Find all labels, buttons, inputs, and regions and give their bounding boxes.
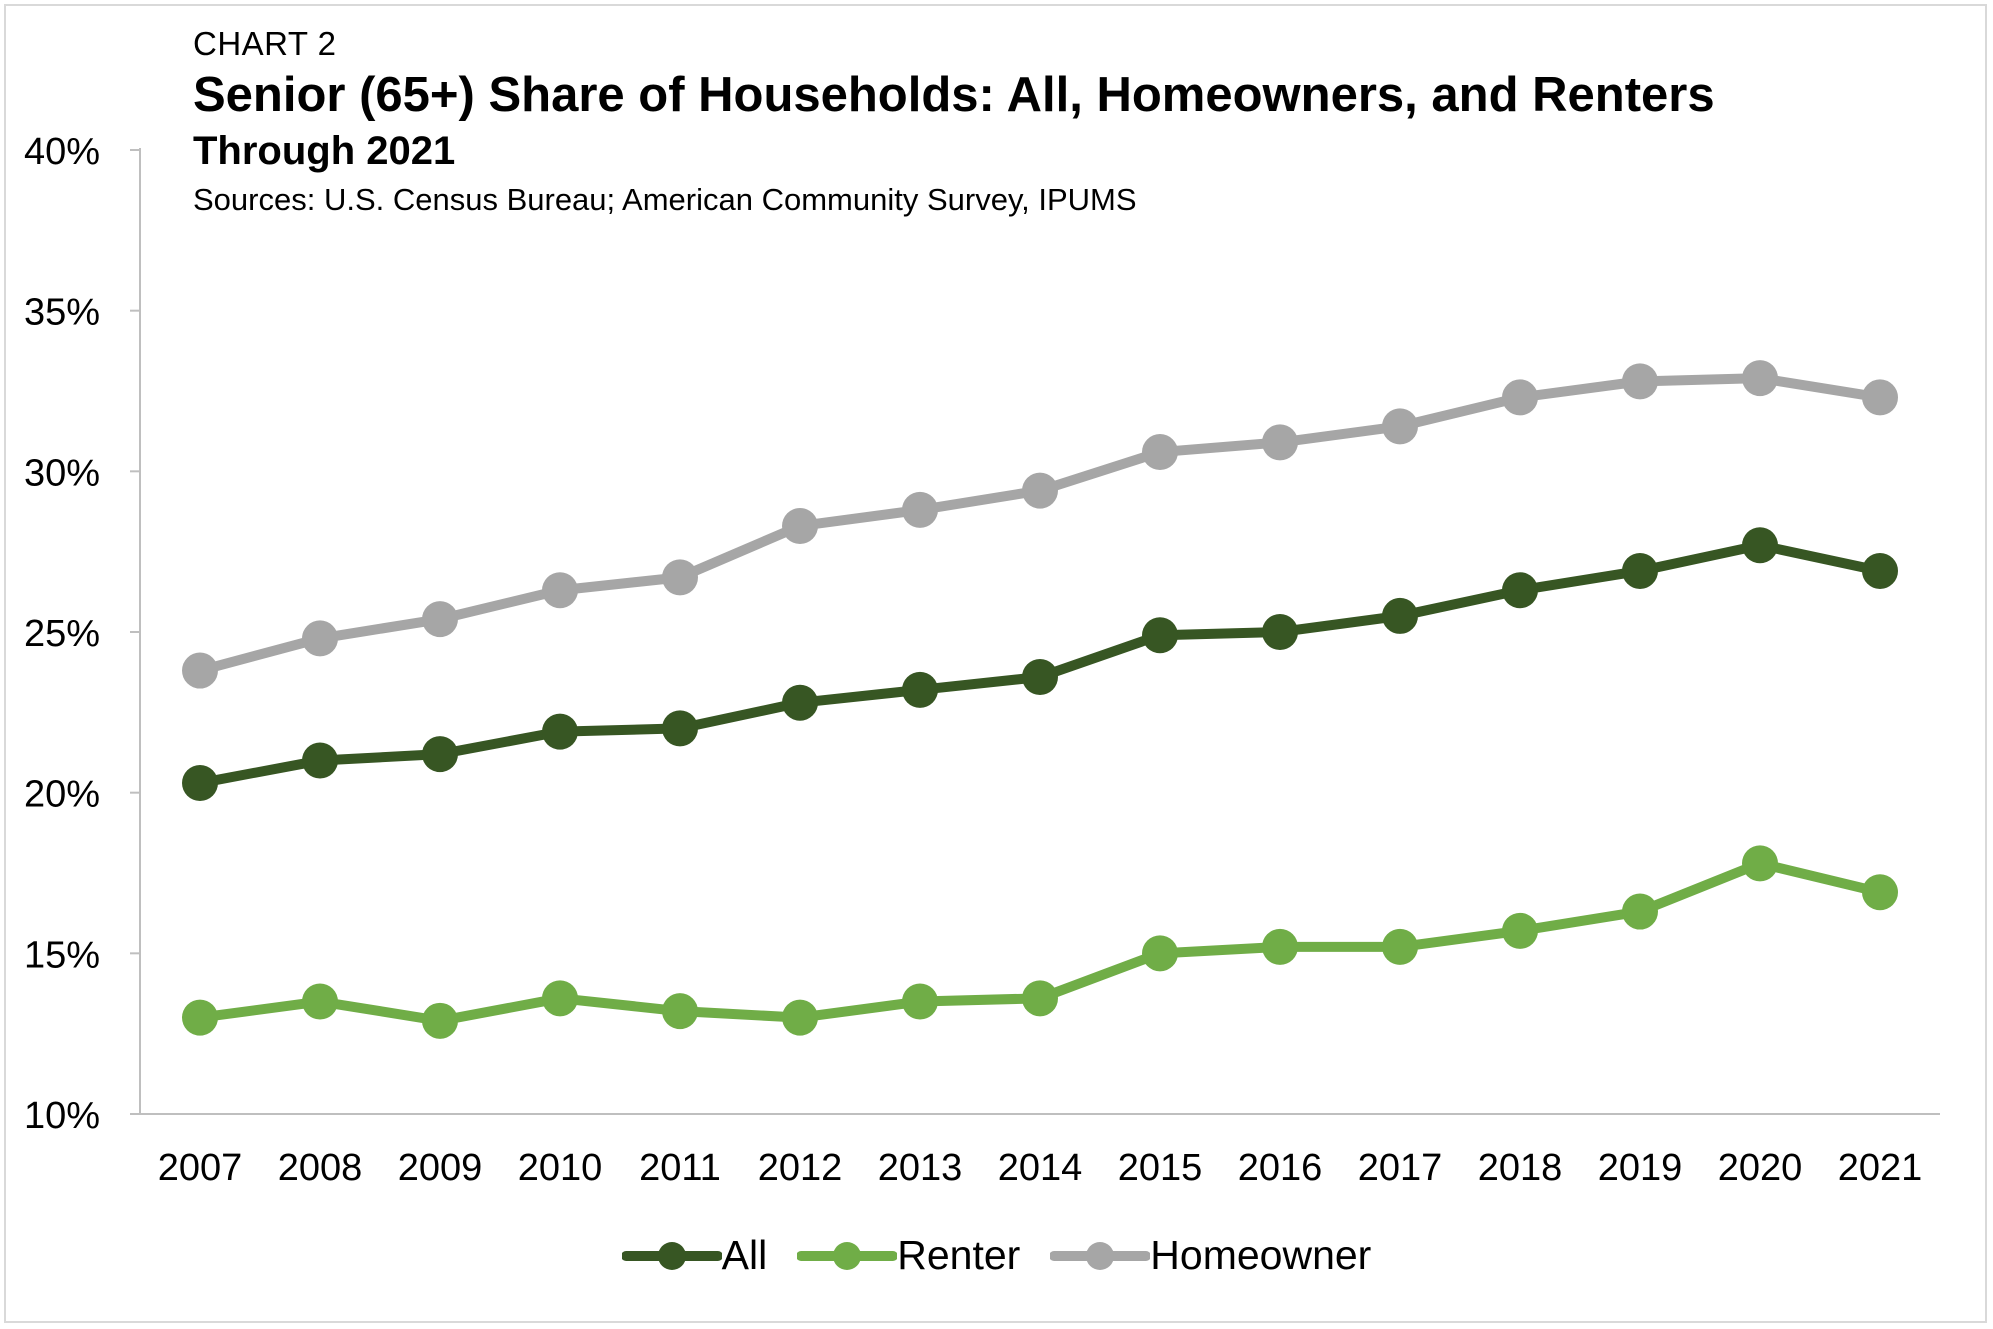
y-tick-label: 30% [24,452,100,494]
data-point-all [1022,658,1058,695]
data-point-renter [542,980,578,1017]
x-tick-label: 2019 [1598,1147,1683,1189]
series-homeowner [182,360,1898,689]
chart-subtitle: Through 2021 [193,129,456,173]
data-point-homeowner [1502,379,1538,416]
x-tick-label: 2017 [1358,1147,1443,1189]
chart-source: Sources: U.S. Census Bureau; American Co… [193,182,1137,217]
data-point-renter [1382,928,1418,965]
chart-header: CHART 2 Senior (65+) Share of Households… [193,24,1715,220]
data-point-renter [1502,912,1538,949]
legend-item-renter: Renter [797,1232,1020,1279]
data-point-all [1742,527,1778,564]
data-point-renter [1022,980,1058,1017]
y-tick-label: 40% [24,131,100,173]
data-point-homeowner [182,652,218,689]
legend-label-all: All [721,1232,768,1278]
y-tick-label: 10% [24,1095,100,1137]
x-tick-label: 2018 [1478,1147,1563,1189]
data-point-all [1382,597,1418,634]
legend-swatch-marker [833,1241,862,1270]
data-point-homeowner [302,620,338,657]
data-point-renter [302,983,338,1020]
legend-swatch-marker [1086,1241,1115,1270]
data-point-homeowner [1862,379,1898,416]
chart-frame [4,4,1987,1323]
data-point-renter [1862,874,1898,911]
chart-title: Senior (65+) Share of Households: All, H… [193,68,1715,122]
data-point-all [302,742,338,779]
data-point-all [1142,617,1178,654]
x-tick-label: 2013 [878,1147,963,1189]
data-point-all [1622,552,1658,589]
series-all [182,527,1898,802]
y-tick-label: 25% [24,613,100,655]
legend-swatch-marker [657,1241,686,1270]
x-tick-label: 2014 [998,1147,1083,1189]
data-point-renter [1742,845,1778,882]
legend-swatch-homeowner [1050,1241,1151,1270]
data-point-all [782,684,818,721]
y-tick-label: 35% [24,292,100,334]
data-point-renter [182,999,218,1036]
data-point-renter [1622,893,1658,930]
data-point-all [182,765,218,802]
data-point-renter [1262,928,1298,965]
data-point-renter [1142,935,1178,972]
x-tick-label: 2012 [758,1147,843,1189]
series-renter [182,845,1898,1039]
data-point-homeowner [1382,408,1418,445]
x-tick-label: 2010 [518,1147,603,1189]
x-tick-label: 2011 [639,1147,721,1189]
data-point-homeowner [1142,434,1178,471]
data-point-homeowner [542,572,578,609]
x-tick-label: 2020 [1718,1147,1803,1189]
legend-label-homeowner: Homeowner [1150,1232,1372,1278]
data-point-renter [782,999,818,1036]
data-point-homeowner [1622,363,1658,400]
chart-series [182,360,1898,1039]
data-point-renter [662,993,698,1030]
chart-legend: All Renter Homeowner [0,1232,1993,1279]
data-point-all [1502,572,1538,609]
legend-label-renter: Renter [897,1232,1021,1278]
data-point-homeowner [422,601,458,638]
y-tick-label: 15% [24,934,100,976]
x-tick-label: 2016 [1238,1147,1323,1189]
x-tick-label: 2007 [158,1147,243,1189]
legend-swatch-all [621,1241,722,1270]
data-point-homeowner [1022,472,1058,509]
data-point-all [422,736,458,773]
chart-axes: 10% 15% 20% 25% 30% 35% 40% 2007 2008 2009 2010 201… [24,131,1940,1189]
data-point-all [1862,552,1898,589]
data-point-renter [902,983,938,1020]
data-point-homeowner [662,559,698,596]
x-tick-label: 2015 [1118,1147,1203,1189]
data-point-homeowner [902,491,938,528]
legend-item-all: All [621,1232,768,1279]
x-tick-label: 2021 [1838,1147,1923,1189]
data-point-homeowner [1742,360,1778,397]
data-point-all [662,710,698,747]
y-tick-label: 20% [24,774,100,816]
data-point-all [542,713,578,750]
data-point-renter [422,1002,458,1039]
chart-number-label: CHART 2 [193,25,337,62]
data-point-homeowner [1262,424,1298,461]
data-point-all [902,671,938,708]
data-point-homeowner [782,507,818,544]
data-point-all [1262,614,1298,650]
legend-item-homeowner: Homeowner [1050,1232,1371,1279]
x-tick-label: 2008 [278,1147,363,1189]
x-tick-label: 2009 [398,1147,483,1189]
legend-swatch-renter [797,1241,898,1270]
